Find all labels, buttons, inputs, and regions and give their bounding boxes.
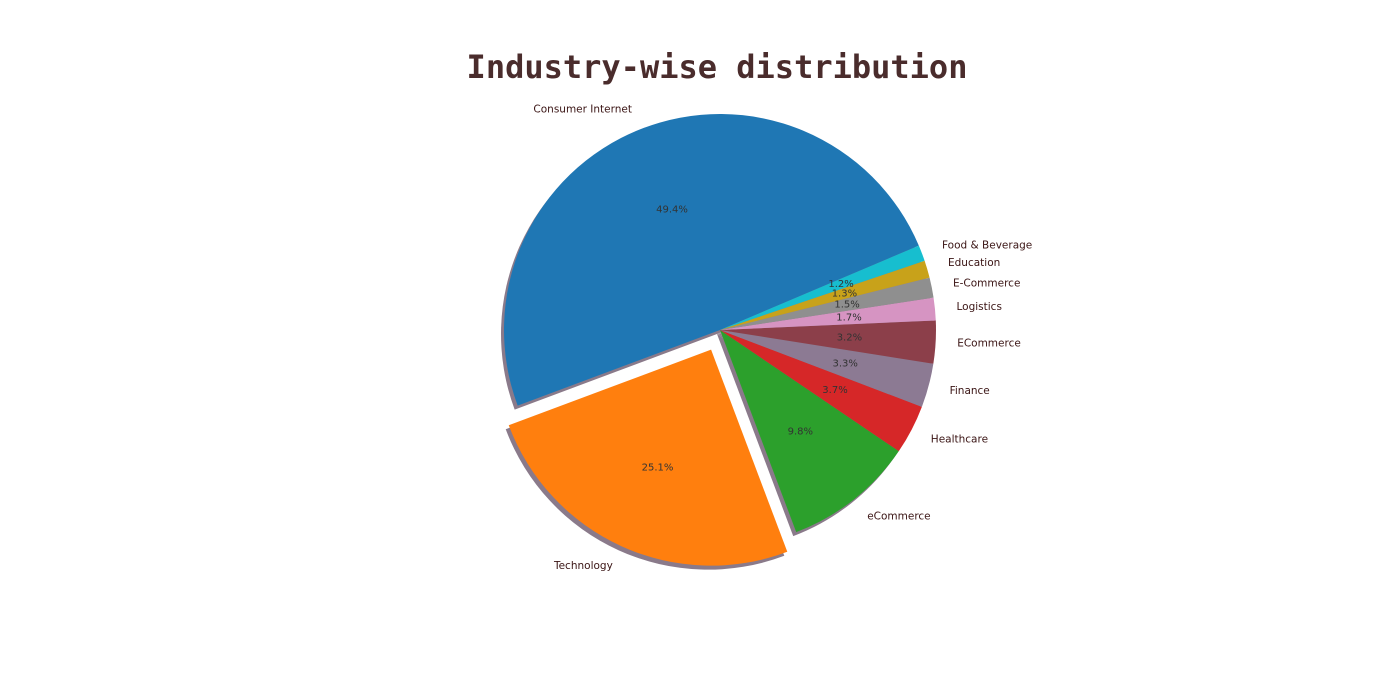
slice-healthcare xyxy=(720,330,922,452)
slice-food-and-beverage xyxy=(720,245,925,330)
slice-technology xyxy=(508,349,788,566)
slice-value-ecommerce: 9.8% xyxy=(788,427,813,438)
slice-label-e-commerce: E-Commerce xyxy=(953,277,1020,289)
slice-layer xyxy=(504,113,936,566)
slice-value-finance: 3.3% xyxy=(832,358,857,369)
slice-label-technology: Technology xyxy=(553,560,613,572)
slice-label-healthcare: Healthcare xyxy=(931,434,988,446)
slice-label-consumer-internet: Consumer Internet xyxy=(533,103,632,115)
slice-value-consumer-internet: 49.4% xyxy=(656,205,688,216)
slice-value-technology: 25.1% xyxy=(642,463,674,474)
slice-value-e-commerce: 1.5% xyxy=(834,300,859,311)
chart-title: Industry-wise distribution xyxy=(467,48,968,86)
slice-value-healthcare: 3.7% xyxy=(822,385,847,396)
slice-label-finance: Finance xyxy=(950,385,990,397)
slice-consumer-internet xyxy=(504,113,919,406)
slice-value-education: 1.3% xyxy=(832,289,857,300)
slice-value-logistics: 1.7% xyxy=(836,312,861,323)
slice-logistics xyxy=(720,297,936,330)
slice-e-commerce xyxy=(720,277,934,330)
slice-label-food-and-beverage: Food & Beverage xyxy=(942,240,1032,252)
slice-ecommerce xyxy=(720,320,936,364)
slice-label-logistics: Logistics xyxy=(957,301,1002,313)
label-layer: Consumer Internet 49.4% Technology 25.1% eCo… xyxy=(533,103,1032,572)
slice-education xyxy=(720,260,930,330)
slice-value-ecommerce: 3.2% xyxy=(837,332,862,343)
slice-ecommerce xyxy=(720,330,899,533)
slice-finance xyxy=(720,330,934,407)
slice-label-ecommerce: ECommerce xyxy=(957,337,1021,349)
slice-value-food-and-beverage: 1.2% xyxy=(828,279,853,290)
slice-label-ecommerce: eCommerce xyxy=(867,511,930,523)
slice-label-education: Education xyxy=(948,257,1000,269)
